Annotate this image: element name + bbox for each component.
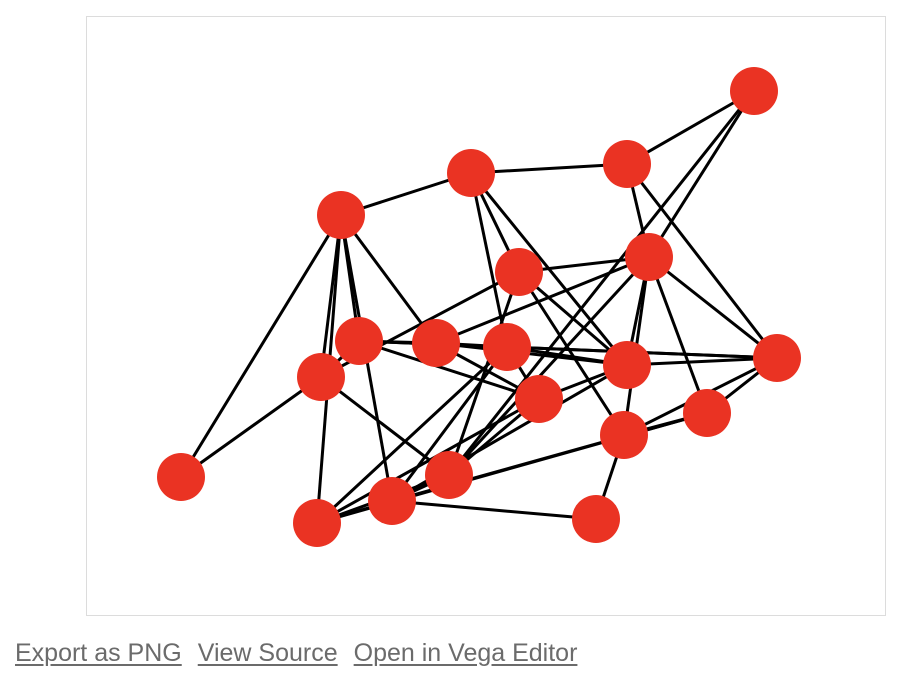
graph-edge xyxy=(447,90,756,476)
graph-edge xyxy=(447,271,521,476)
graph-node[interactable] xyxy=(600,411,648,459)
graph-edge xyxy=(626,89,755,166)
graph-edge xyxy=(517,271,626,436)
graph-edge xyxy=(390,346,509,502)
graph-node[interactable] xyxy=(425,451,473,499)
graph-node[interactable] xyxy=(625,233,673,281)
graph-edge xyxy=(320,375,450,477)
graph-edge xyxy=(625,163,779,359)
graph-edge xyxy=(179,214,343,478)
open-vega-editor-link[interactable]: Open in Vega Editor xyxy=(353,638,578,667)
graph-node[interactable] xyxy=(483,323,531,371)
graph-edge xyxy=(626,356,778,367)
graph-edge xyxy=(391,499,597,521)
graph-node[interactable] xyxy=(157,453,205,501)
graph-node[interactable] xyxy=(603,341,651,389)
graph-node[interactable] xyxy=(412,319,460,367)
graph-node[interactable] xyxy=(730,67,778,115)
graph-node[interactable] xyxy=(515,375,563,423)
graph-node[interactable] xyxy=(572,495,620,543)
vega-view xyxy=(86,16,886,616)
graph-edge xyxy=(358,339,540,401)
graph-edge xyxy=(470,162,628,175)
graph-node[interactable] xyxy=(447,149,495,197)
graph-edge xyxy=(647,256,709,414)
graph-node[interactable] xyxy=(495,248,543,296)
view-source-link[interactable]: View Source xyxy=(197,638,338,667)
vega-actions: Export as PNG View Source Open in Vega E… xyxy=(15,636,577,670)
graph-node[interactable] xyxy=(335,317,383,365)
graph-node[interactable] xyxy=(293,499,341,547)
graph-edge xyxy=(315,345,509,525)
graph-node[interactable] xyxy=(317,191,365,239)
graph-node[interactable] xyxy=(297,353,345,401)
graph-node[interactable] xyxy=(683,389,731,437)
graph-node[interactable] xyxy=(603,140,651,188)
force-graph xyxy=(157,67,801,547)
graph-edge xyxy=(316,397,540,525)
graph-edge xyxy=(339,214,438,344)
graph-edge xyxy=(447,255,651,477)
graph-edge xyxy=(647,90,756,258)
node-layer xyxy=(157,67,801,547)
graph-edge xyxy=(648,255,778,360)
graph-node[interactable] xyxy=(368,477,416,525)
graph-edge xyxy=(435,255,650,345)
export-png-link[interactable]: Export as PNG xyxy=(15,638,182,667)
graph-edge xyxy=(180,375,322,479)
graph-node[interactable] xyxy=(753,334,801,382)
